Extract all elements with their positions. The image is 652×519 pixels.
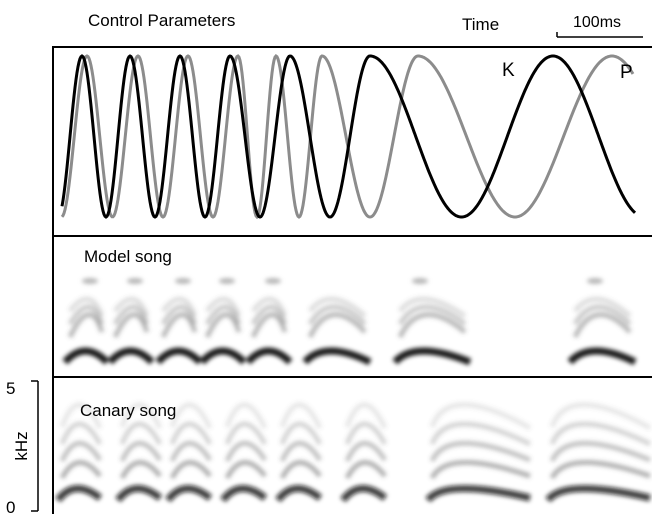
canary-harmonic [227,443,265,461]
canary-harmonic [172,443,210,461]
model-note [175,278,191,284]
canary-harmonic [62,462,100,478]
curve-label-k: K [502,60,515,81]
model-note [127,278,143,284]
canary-harmonic [432,443,530,461]
model-harmonic [110,351,152,362]
canary-harmonic [278,488,320,500]
canary-harmonic [347,462,385,478]
canary-harmonic [223,488,265,500]
canary-harmonic [168,488,210,500]
frequency-tick-label: 5 [6,379,15,398]
model-harmonic [202,351,244,362]
model-panel-title: Model song [84,247,172,266]
curve-label-p: P [620,62,633,83]
canary-harmonic [548,488,650,500]
canary-harmonic [432,462,530,478]
canary-harmonic [118,488,160,500]
canary-harmonic [58,488,100,500]
model-harmonic [570,351,635,362]
model-note [219,278,235,284]
canary-harmonic [552,424,650,444]
canary-harmonic [62,443,100,461]
canary-harmonic [552,462,650,478]
frequency-axis-label: kHz [12,431,31,460]
model-harmonic [305,351,370,362]
model-note [587,278,603,284]
scale-bar-label: Time [462,15,499,34]
model-harmonic [158,351,200,362]
canary-harmonic [282,443,320,461]
canary-harmonic [343,488,385,500]
model-note [412,278,428,284]
canary-harmonic [432,424,530,444]
model-note [82,278,98,284]
figure: Control Parameters Time 100ms K P Model … [0,0,652,514]
frequency-tick-label: 0 [6,498,15,514]
canary-harmonic [122,443,160,461]
model-harmonic [395,351,470,362]
canary-harmonic [552,443,650,461]
canary-harmonic [122,462,160,478]
control-curves [62,56,635,217]
canary-harmonic [428,488,530,500]
scale-bar-length: 100ms [573,14,621,31]
model-spectrogram [65,278,635,362]
canary-harmonic [172,462,210,478]
canary-harmonic [282,462,320,478]
curve-k [62,56,635,217]
model-harmonic [65,351,107,362]
model-note [265,278,281,284]
model-harmonic [248,351,290,362]
canary-harmonic [347,443,385,461]
canary-harmonic [227,462,265,478]
figure-title: Control Parameters [88,11,235,30]
